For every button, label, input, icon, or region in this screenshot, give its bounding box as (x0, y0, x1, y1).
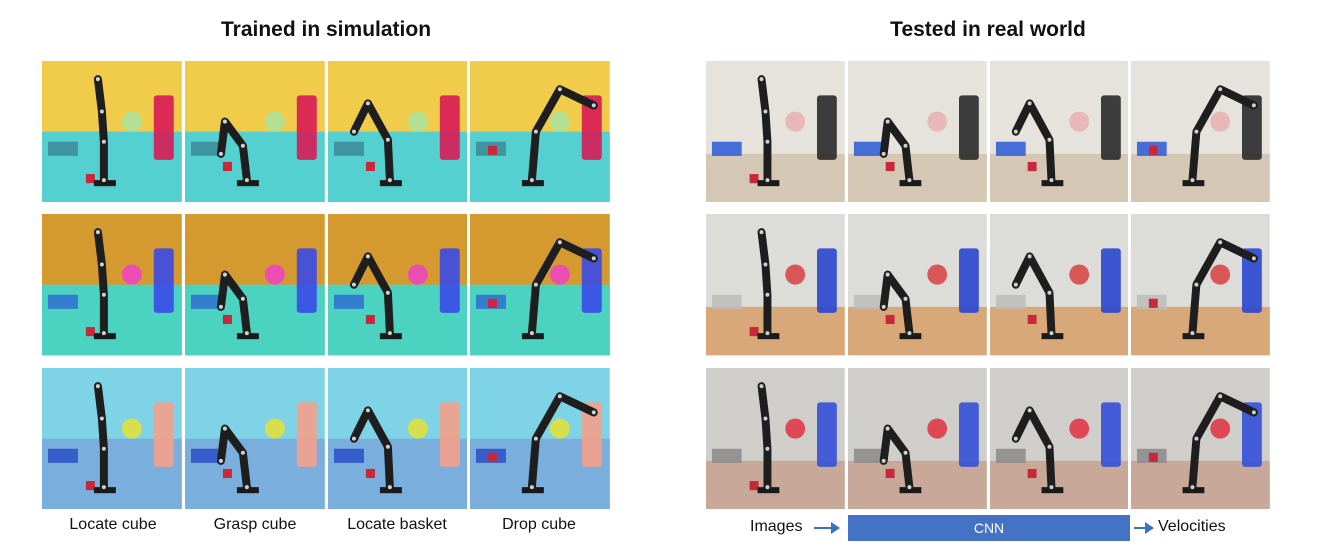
arrow-right-icon (814, 522, 840, 534)
robot-arm-illustration (706, 61, 845, 203)
real-frame-row3-step4 (1131, 367, 1270, 509)
robot-arm-illustration (327, 61, 468, 203)
robot-arm-illustration (327, 214, 468, 356)
robot-arm-illustration (1131, 61, 1270, 203)
real-frame-row3-step2 (847, 367, 987, 509)
real-panel-title: Tested in real world (890, 18, 1086, 41)
real-frame-row2-step3 (989, 214, 1129, 356)
robot-arm-illustration (42, 61, 182, 203)
robot-arm-illustration (327, 367, 468, 509)
step-captions: Locate cube Grasp cube Locate basket Dro… (42, 516, 610, 534)
sim-frame-row3-step2 (184, 367, 325, 509)
robot-arm-illustration (470, 367, 610, 509)
real-frame-row1-step1 (706, 61, 845, 203)
caption-locate-cube: Locate cube (69, 516, 157, 533)
arrow-right-icon (1134, 522, 1154, 534)
robot-arm-illustration (470, 61, 610, 203)
real-frame-row1-step4 (1131, 61, 1270, 203)
robot-arm-illustration (989, 214, 1129, 356)
robot-arm-illustration (184, 214, 325, 356)
real-frame-row2-step2 (847, 214, 987, 356)
robot-arm-illustration (989, 367, 1129, 509)
velocities-label: Velocities (1158, 518, 1226, 535)
caption-grasp-cube: Grasp cube (213, 516, 297, 533)
robot-arm-illustration (706, 367, 845, 509)
real-frame-row2-step1 (706, 214, 845, 356)
caption-drop-cube: Drop cube (502, 516, 576, 533)
cnn-pipeline: Images CNN Velocities (706, 514, 1270, 542)
real-frame-row1-step2 (847, 61, 987, 203)
cnn-bar: CNN (848, 515, 1130, 541)
robot-arm-illustration (847, 367, 987, 509)
sim-frame-row3-step4 (470, 367, 610, 509)
caption-locate-basket: Locate basket (347, 516, 447, 533)
sim-frame-row2-step4 (470, 214, 610, 356)
robot-arm-illustration (1131, 367, 1270, 509)
sim-frame-row3-step1 (42, 367, 182, 509)
sim-frame-row1-step1 (42, 61, 182, 203)
real-frame-row3-step3 (989, 367, 1129, 509)
sim-frame-row2-step2 (184, 214, 325, 356)
real-frame-row2-step4 (1131, 214, 1270, 356)
robot-arm-illustration (706, 214, 845, 356)
sim-panel-title: Trained in simulation (220, 18, 432, 41)
sim-frame-row2-step3 (327, 214, 468, 356)
robot-arm-illustration (42, 214, 182, 356)
sim-frame-row1-step4 (470, 61, 610, 203)
sim-image-grid (42, 61, 610, 509)
robot-arm-illustration (184, 61, 325, 203)
robot-arm-illustration (989, 61, 1129, 203)
robot-arm-illustration (1131, 214, 1270, 356)
robot-arm-illustration (42, 367, 182, 509)
sim-frame-row1-step3 (327, 61, 468, 203)
robot-arm-illustration (184, 367, 325, 509)
real-frame-row3-step1 (706, 367, 845, 509)
sim-frame-row2-step1 (42, 214, 182, 356)
real-image-grid (706, 61, 1270, 509)
sim-frame-row1-step2 (184, 61, 325, 203)
real-frame-row1-step3 (989, 61, 1129, 203)
robot-arm-illustration (847, 214, 987, 356)
robot-arm-illustration (470, 214, 610, 356)
sim-frame-row3-step3 (327, 367, 468, 509)
robot-arm-illustration (847, 61, 987, 203)
images-label: Images (750, 518, 803, 535)
